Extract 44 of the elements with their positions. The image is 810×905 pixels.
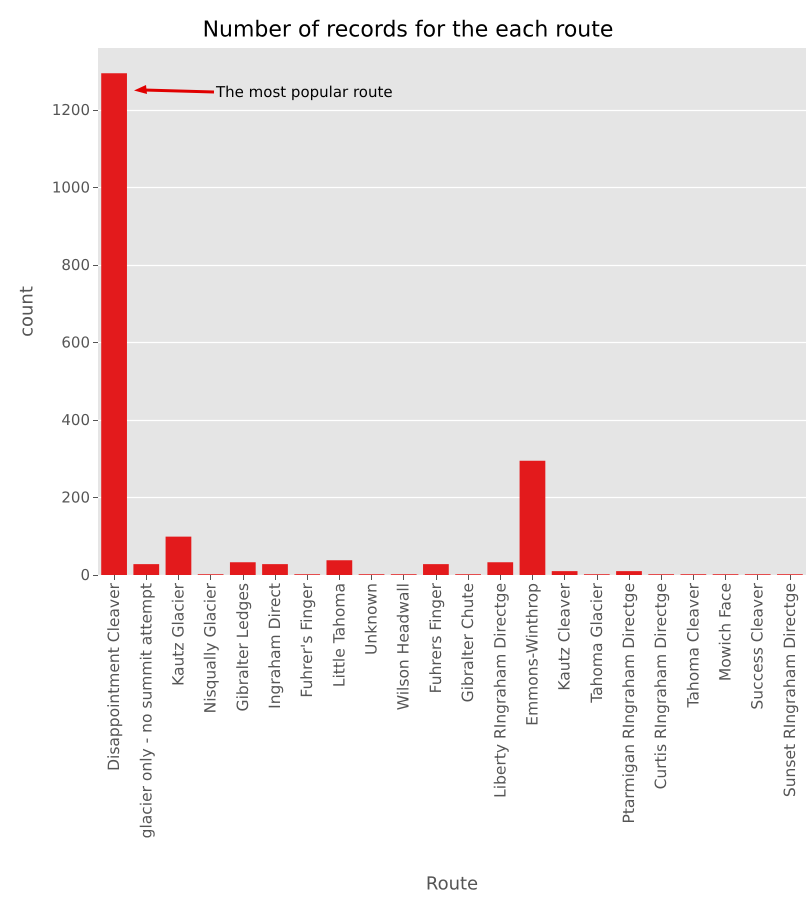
x-tick-label: Liberty RIngraham Directge bbox=[491, 583, 510, 798]
x-tick-label: Fuhrer's Finger bbox=[298, 582, 316, 698]
x-tick-label: Gibralter Ledges bbox=[234, 583, 252, 712]
x-tick-label: Sunset RIngraham Directge bbox=[780, 583, 799, 798]
bar bbox=[133, 564, 160, 575]
x-tick-label: Kautz Glacier bbox=[169, 582, 188, 686]
x-tick-label: Fuhrers Finger bbox=[426, 582, 445, 694]
x-tick-label: glacier only - no summit attempt bbox=[137, 583, 156, 838]
x-tick-label: Wilson Headwall bbox=[394, 583, 413, 710]
y-tick-label: 400 bbox=[61, 411, 90, 429]
bar bbox=[230, 562, 256, 575]
y-axis-title: count bbox=[16, 286, 38, 337]
x-axis-title: Route bbox=[426, 874, 478, 894]
bar bbox=[166, 536, 192, 575]
y-tick-label: 0 bbox=[80, 566, 90, 584]
y-tick-label: 800 bbox=[61, 256, 90, 274]
x-tick-label: Kautz Cleaver bbox=[556, 582, 574, 691]
bar bbox=[552, 571, 578, 575]
bar bbox=[262, 564, 288, 575]
bar bbox=[487, 562, 514, 575]
x-tick-label: Mowich Face bbox=[716, 583, 735, 682]
x-tick-label: Gibralter Chute bbox=[459, 583, 478, 702]
y-tick-label: 600 bbox=[61, 334, 90, 352]
x-tick-label: Curtis RIngraham Directge bbox=[652, 583, 670, 790]
bar bbox=[616, 571, 642, 575]
y-tick-label: 200 bbox=[61, 488, 90, 506]
y-tick-label: 1200 bbox=[52, 101, 90, 119]
bar bbox=[520, 460, 546, 575]
x-tick-label: Unknown bbox=[362, 583, 381, 655]
bar bbox=[423, 564, 449, 575]
x-tick-label: Disappointment Cleaver bbox=[105, 582, 124, 771]
bar bbox=[326, 560, 352, 575]
y-tick-label: 1000 bbox=[52, 178, 90, 196]
x-tick-label: Emmons-Winthrop bbox=[523, 583, 542, 726]
bar bbox=[101, 73, 127, 575]
x-tick-label: Little Tahoma bbox=[330, 583, 348, 688]
chart-title: Number of records for the each route bbox=[202, 18, 614, 42]
x-tick-label: Tahoma Cleaver bbox=[684, 582, 702, 708]
annotation: The most popular route bbox=[215, 83, 393, 101]
x-tick-label: Tahoma Glacier bbox=[588, 582, 606, 704]
x-tick-label: Ingraham Direct bbox=[266, 583, 284, 709]
x-tick-label: Ptarmigan RIngraham Directge bbox=[620, 583, 638, 824]
x-tick-label: Success Cleaver bbox=[748, 582, 767, 710]
x-tick-label: Nisqually Glacier bbox=[202, 582, 220, 714]
